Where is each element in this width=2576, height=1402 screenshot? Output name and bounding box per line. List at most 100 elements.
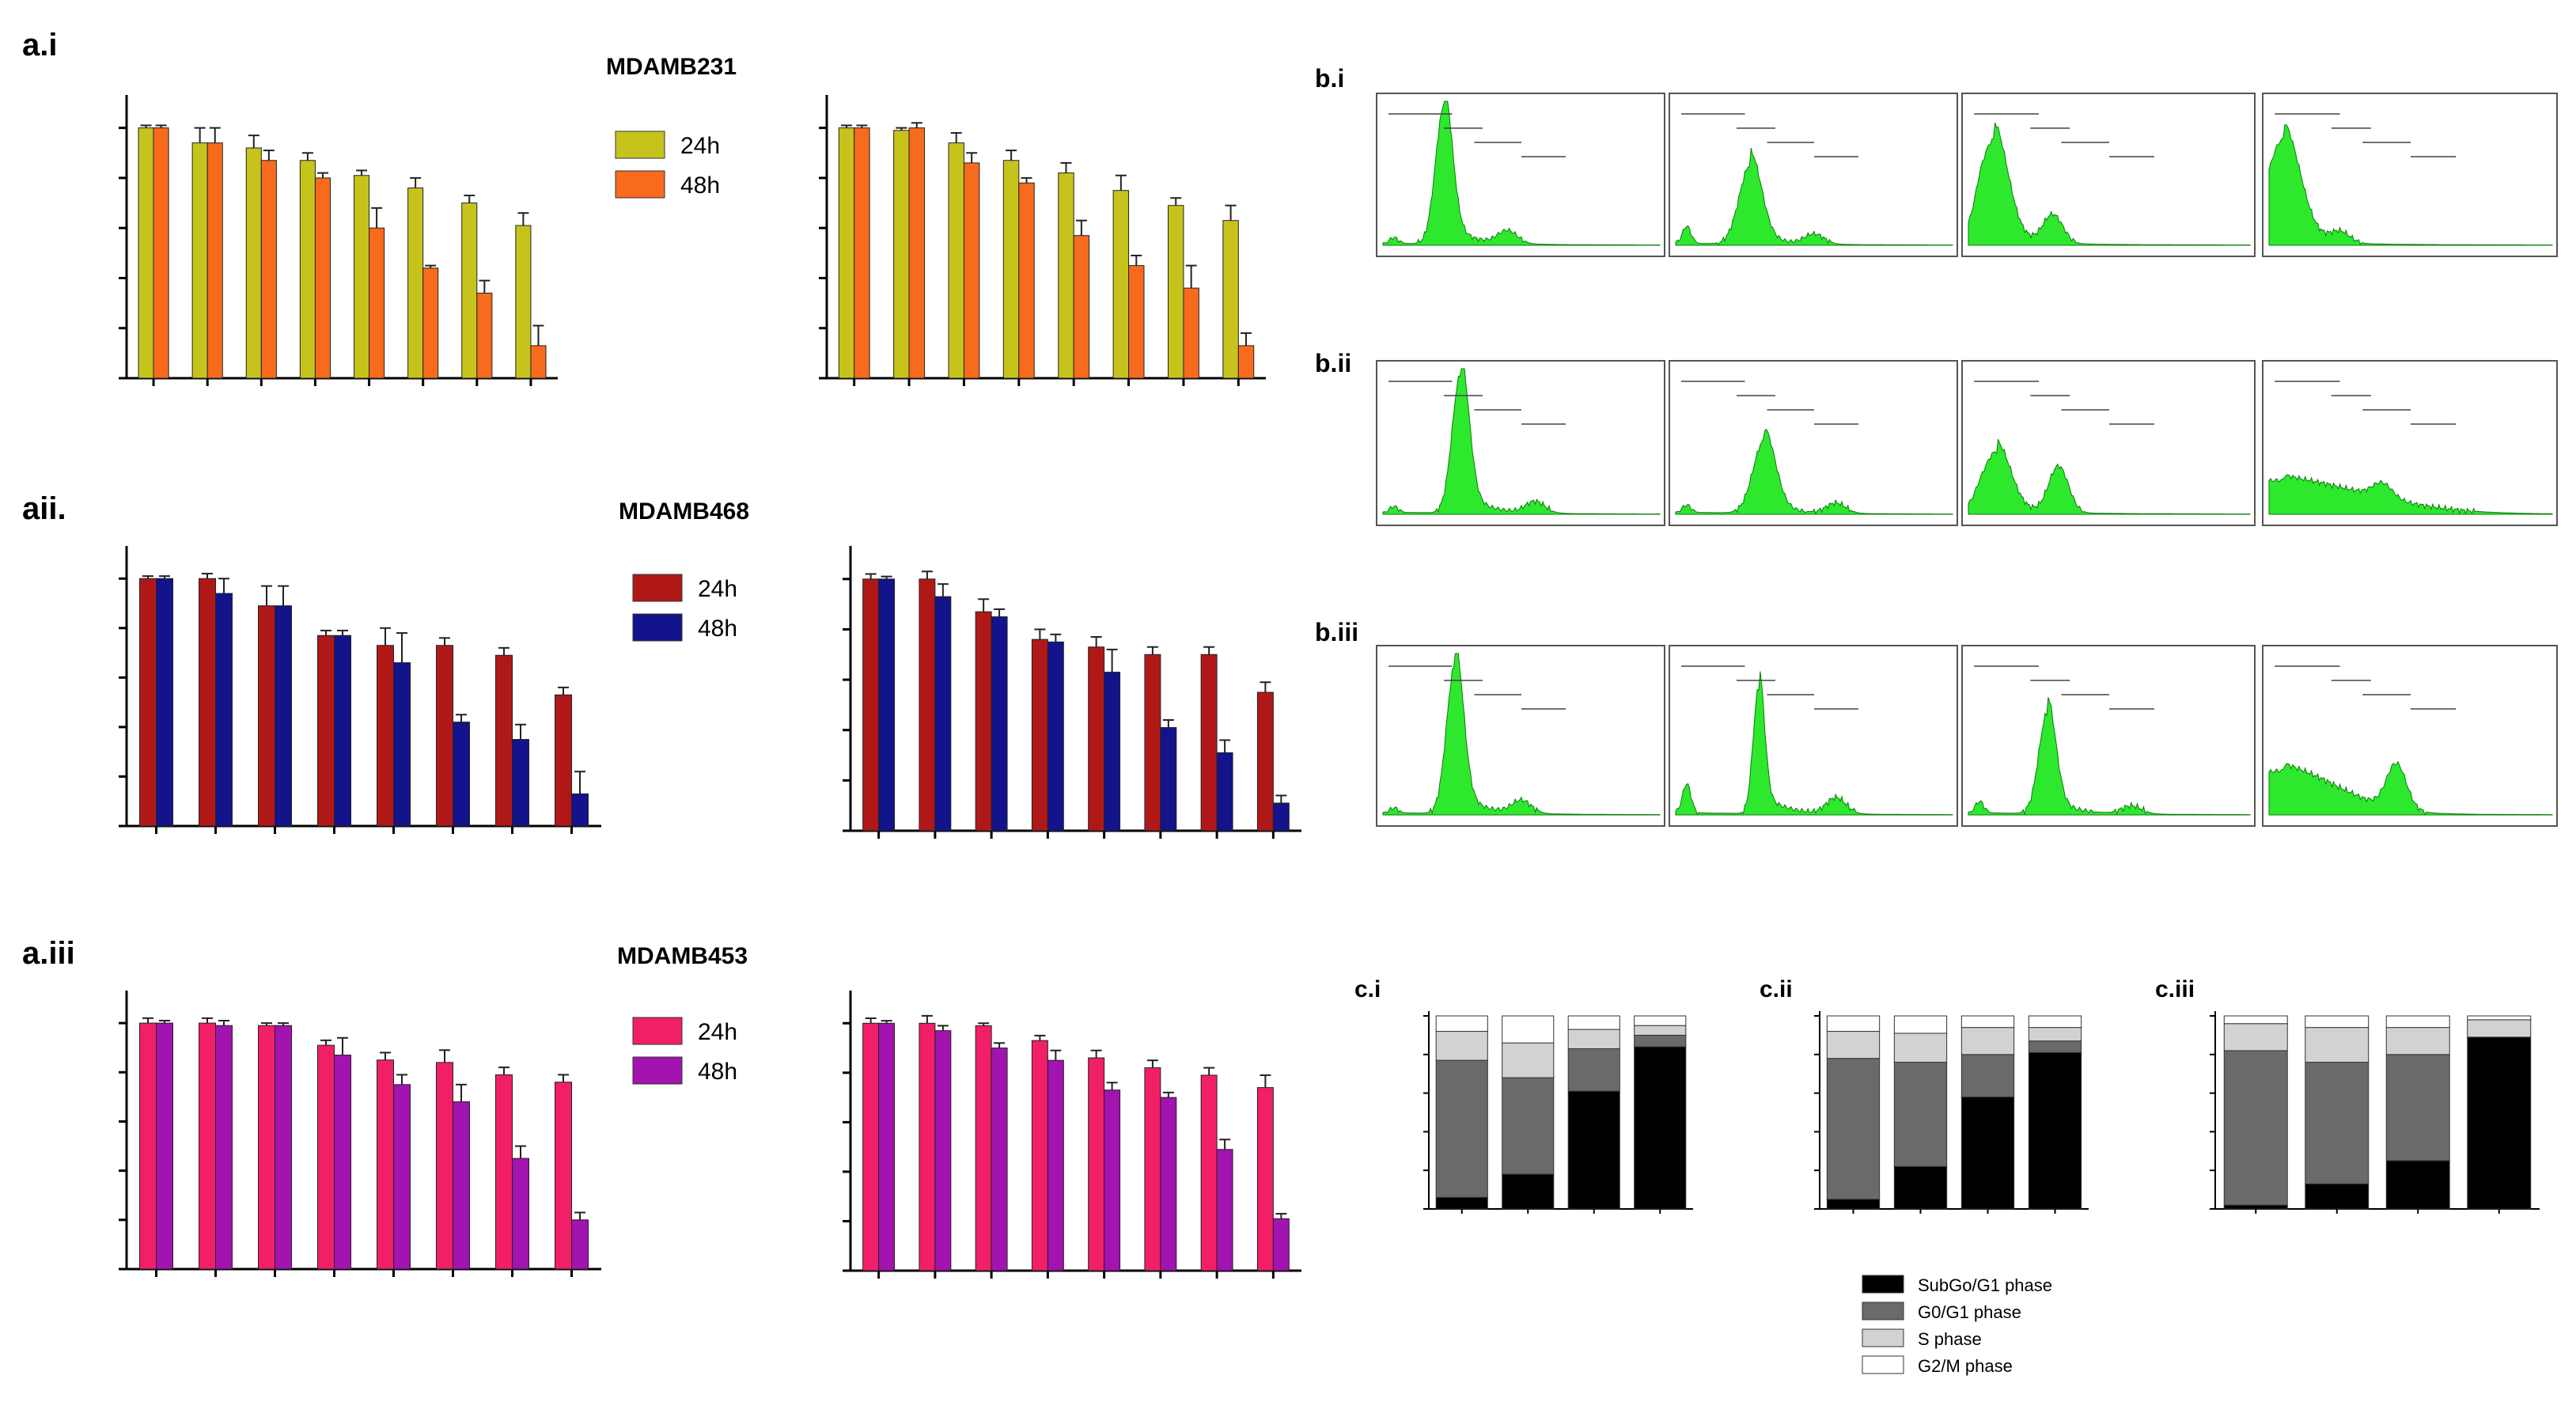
flow-histograms (1376, 93, 2558, 827)
bar-48h-6 (476, 292, 493, 379)
flow-histogram-r2-c2 (1961, 645, 2256, 827)
bar-48h-7 (1272, 1218, 1290, 1271)
bar-48h-0 (156, 578, 173, 827)
histogram-frame (1376, 645, 1665, 827)
histogram-area (2268, 474, 2553, 515)
histogram-frame (1376, 93, 1665, 257)
stack-segment-2-3 (2028, 1027, 2082, 1042)
stack-segment-3-2 (1960, 1015, 2015, 1029)
histogram-area (1968, 438, 2251, 515)
stack-segment-0-1 (1893, 1165, 1948, 1210)
stack-segment-0-0 (1435, 1196, 1488, 1210)
histogram-frame (1669, 93, 1958, 257)
legend-ai: 24h 48h (615, 131, 720, 199)
cell-cycle-charts (1423, 1011, 2540, 1214)
stack-segment-3-2 (2385, 1015, 2450, 1029)
bar-48h-5 (1160, 727, 1177, 832)
stack-segment-2-3 (2467, 1019, 2532, 1038)
stack-segment-2-1 (1502, 1042, 1555, 1078)
stack-segment-1-1 (1502, 1077, 1555, 1175)
stack-segment-3-3 (1634, 1015, 1687, 1026)
legend-label-aii-24h: 24h (698, 576, 737, 602)
panel-label-cii: c.ii (1760, 976, 1793, 1002)
bar-24h-4 (1088, 646, 1105, 832)
bar-24h-3 (1031, 638, 1048, 832)
legend-cell-cycle: SubGo/G1 phase G0/G1 phase S phase G2/M … (1862, 1275, 2052, 1376)
stack-segment-0-2 (1567, 1090, 1620, 1210)
stack-segment-3-3 (2467, 1015, 2532, 1021)
stack-segment-3-1 (2305, 1015, 2370, 1029)
stacked-chart-ci (1423, 1011, 1693, 1214)
bar-24h-1 (199, 1022, 216, 1270)
panel-label-aiii: a.iii (22, 936, 75, 971)
panel-label-ai: a.i (22, 28, 57, 63)
bar-24h-6 (495, 654, 513, 827)
stack-segment-1-0 (1435, 1059, 1488, 1198)
flow-histogram-r2-c3 (2262, 645, 2558, 827)
panel-label-ciii: c.iii (2155, 976, 2195, 1002)
bar-48h-5 (453, 722, 470, 827)
stack-segment-2-2 (2385, 1027, 2450, 1055)
bar-24h-6 (495, 1074, 513, 1270)
bar-24h-0 (862, 578, 880, 832)
bar-24h-1 (893, 130, 910, 379)
bar-48h-5 (422, 267, 439, 379)
bar-48h-2 (260, 160, 277, 379)
bar-48h-1 (934, 1030, 952, 1271)
stack-segment-3-0 (1435, 1015, 1488, 1033)
stack-segment-1-3 (2028, 1040, 2082, 1053)
bar-48h-1 (215, 593, 233, 827)
panel-label-bi: b.i (1315, 64, 1344, 93)
bar-24h-1 (191, 142, 208, 379)
legend-swatch-aiii-48h (632, 1056, 683, 1085)
bar-48h-2 (991, 1048, 1008, 1271)
bar-24h-2 (258, 1025, 275, 1270)
stack-segment-0-0 (1826, 1199, 1881, 1210)
bar-24h-3 (317, 1044, 335, 1270)
bar-24h-0 (862, 1022, 880, 1271)
bar-24h-3 (317, 635, 335, 827)
bar-chart-aiii-mtt (843, 991, 1301, 1279)
legend-swatch-aiii-24h (632, 1017, 683, 1045)
bar-48h-3 (1018, 182, 1035, 379)
histogram-frame (1669, 360, 1958, 526)
bar-24h-0 (139, 1022, 157, 1270)
bar-24h-0 (838, 127, 855, 379)
stack-segment-0-2 (2385, 1160, 2450, 1210)
legend-label-g2m: G2/M phase (1918, 1356, 2013, 1376)
flow-histogram-r2-c0 (1376, 645, 1665, 827)
stack-segment-0-0 (2223, 1204, 2288, 1210)
histogram-area (1382, 653, 1661, 816)
bar-48h-1 (206, 142, 223, 379)
legend-swatch-ai-24h (615, 131, 665, 159)
bar-48h-5 (1128, 265, 1145, 379)
bar-24h-6 (1168, 205, 1184, 379)
bar-48h-2 (275, 605, 292, 827)
bar-48h-3 (334, 1055, 351, 1270)
bar-48h-7 (530, 345, 547, 379)
panel-label-ci: c.i (1354, 976, 1381, 1002)
bar-48h-0 (878, 578, 896, 832)
histogram-area (2268, 760, 2553, 816)
stacked-chart-cii (1814, 1011, 2089, 1214)
bar-chart-ai-mtt (819, 95, 1266, 386)
flow-histogram-r1-c1 (1669, 360, 1958, 526)
bar-chart-ai-ldh (119, 95, 558, 386)
stack-segment-1-2 (1960, 1054, 2015, 1097)
histogram-area (1675, 147, 1953, 246)
bar-48h-6 (512, 739, 529, 827)
stack-segment-2-3 (1634, 1025, 1687, 1036)
bar-24h-6 (1200, 654, 1218, 832)
bar-24h-7 (555, 694, 572, 827)
stack-segment-2-2 (1567, 1029, 1620, 1049)
bar-24h-6 (461, 203, 478, 379)
bar-24h-4 (377, 645, 394, 827)
legend-label-aii-48h: 48h (698, 616, 737, 642)
flow-histogram-r0-c3 (2262, 93, 2558, 257)
bar-48h-4 (1104, 672, 1121, 832)
panel-label-biii: b.iii (1315, 618, 1358, 646)
histogram-area (2268, 124, 2553, 246)
stack-segment-1-0 (2223, 1050, 2288, 1206)
bar-24h-1 (919, 578, 936, 832)
bar-24h-4 (353, 175, 370, 379)
